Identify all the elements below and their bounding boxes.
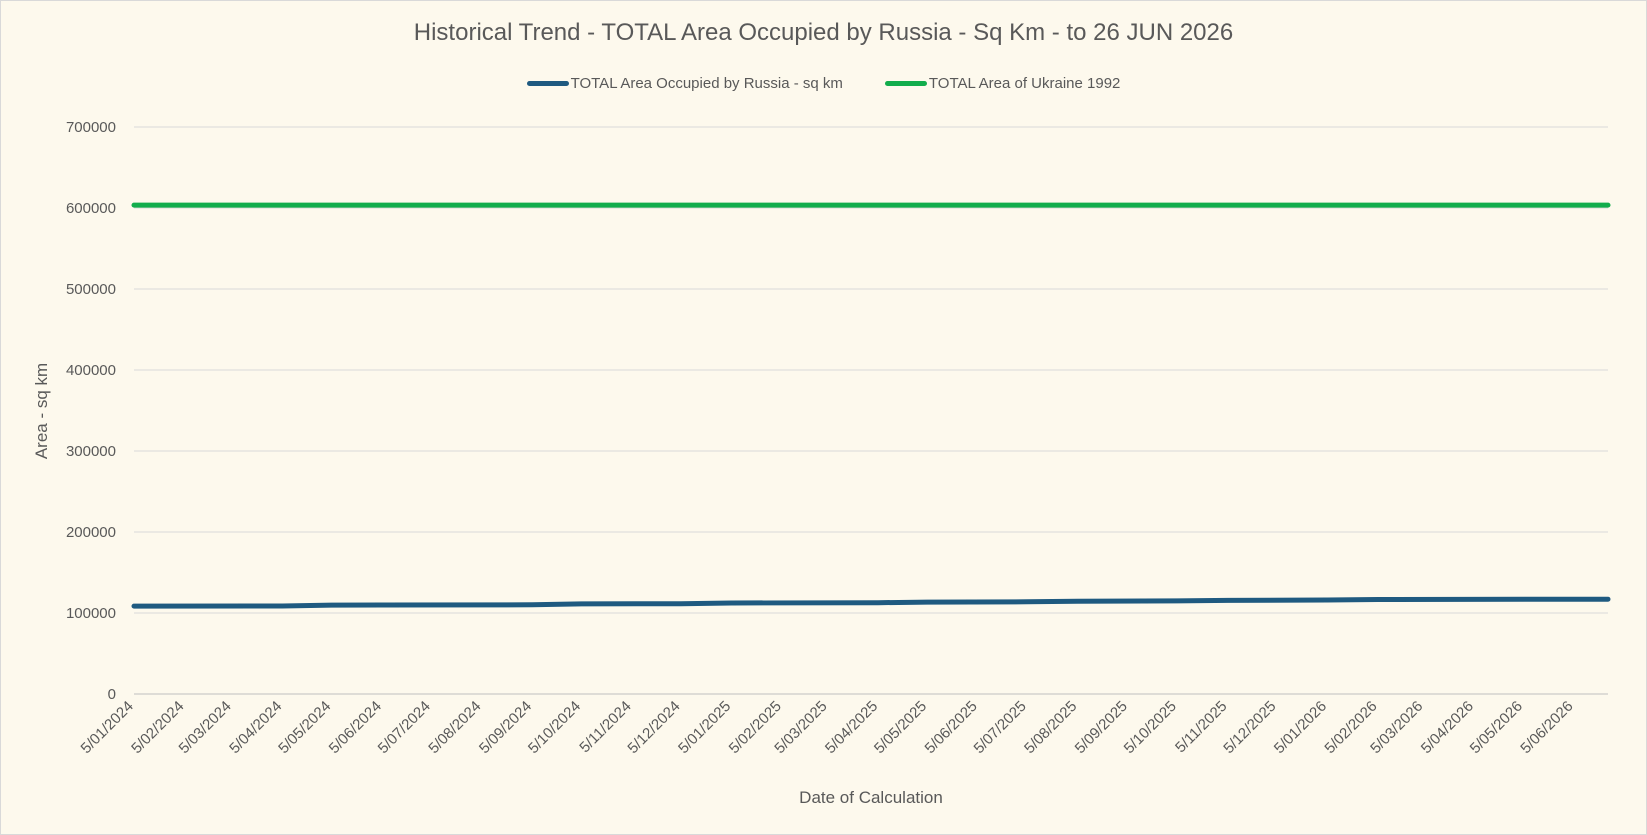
- y-axis: 0 100000 200000 300000 400000 500000 600000 700…: [66, 119, 116, 703]
- x-tick-label: 5/08/2024: [425, 698, 484, 757]
- x-tick-label: 5/06/2026: [1517, 698, 1576, 757]
- x-tick-label: 5/10/2024: [525, 698, 584, 757]
- x-tick-label: 5/05/2024: [275, 698, 334, 757]
- legend-item-occupied: TOTAL Area Occupied by Russia - sq km: [526, 75, 843, 92]
- x-tick-label: 5/09/2025: [1072, 698, 1131, 757]
- x-tick-label: 5/01/2025: [675, 698, 734, 757]
- x-tick-label: 5/06/2025: [922, 698, 981, 757]
- x-tick-label: 5/04/2025: [822, 698, 881, 757]
- y-tick-label: 200000: [66, 524, 116, 541]
- y-tick-label: 600000: [66, 200, 116, 217]
- gridlines: [134, 126, 1608, 695]
- x-tick-label: 5/09/2024: [476, 698, 535, 757]
- x-tick-label: 5/05/2026: [1467, 698, 1526, 757]
- x-tick-label: 5/01/2024: [78, 698, 137, 757]
- x-tick-label: 5/04/2026: [1418, 698, 1477, 757]
- x-tick-label: 5/07/2025: [971, 698, 1030, 757]
- x-tick-label: 5/12/2024: [624, 698, 683, 757]
- x-tick-label: 5/10/2025: [1121, 698, 1180, 757]
- legend: TOTAL Area Occupied by Russia - sq km TO…: [1, 75, 1646, 92]
- x-tick-label: 5/06/2024: [326, 698, 385, 757]
- x-tick-label: 5/05/2025: [871, 698, 930, 757]
- series-line-occupied: [131, 596, 1611, 609]
- chart-title: Historical Trend - TOTAL Area Occupied b…: [413, 19, 1234, 46]
- x-axis-title: Date of Calculation: [799, 788, 943, 807]
- legend-swatch-ukraine: [884, 81, 927, 86]
- x-tick-label: 5/12/2025: [1220, 698, 1279, 757]
- legend-label-ukraine: TOTAL Area of Ukraine 1992: [928, 75, 1121, 92]
- x-tick-label: 5/01/2026: [1271, 698, 1330, 757]
- y-tick-label: 100000: [66, 605, 116, 622]
- legend-label-occupied: TOTAL Area Occupied by Russia - sq km: [570, 75, 843, 92]
- y-tick-label: 0: [108, 686, 116, 703]
- x-tick-label: 5/04/2024: [226, 698, 285, 757]
- y-tick-label: 700000: [66, 119, 116, 136]
- x-tick-label: 5/03/2024: [176, 698, 235, 757]
- y-axis-title: Area - sq km: [32, 363, 51, 459]
- series-lines: [131, 202, 1611, 609]
- y-tick-label: 300000: [66, 443, 116, 460]
- x-tick-label: 5/07/2024: [375, 698, 434, 757]
- legend-item-ukraine: TOTAL Area of Ukraine 1992: [884, 75, 1121, 92]
- y-tick-label: 500000: [66, 281, 116, 298]
- legend-swatch-occupied: [526, 81, 569, 86]
- y-tick-label: 400000: [66, 362, 116, 379]
- x-axis: 5/01/20245/02/20245/03/20245/04/20245/05…: [78, 698, 1577, 757]
- x-tick-label: 5/08/2025: [1021, 698, 1080, 757]
